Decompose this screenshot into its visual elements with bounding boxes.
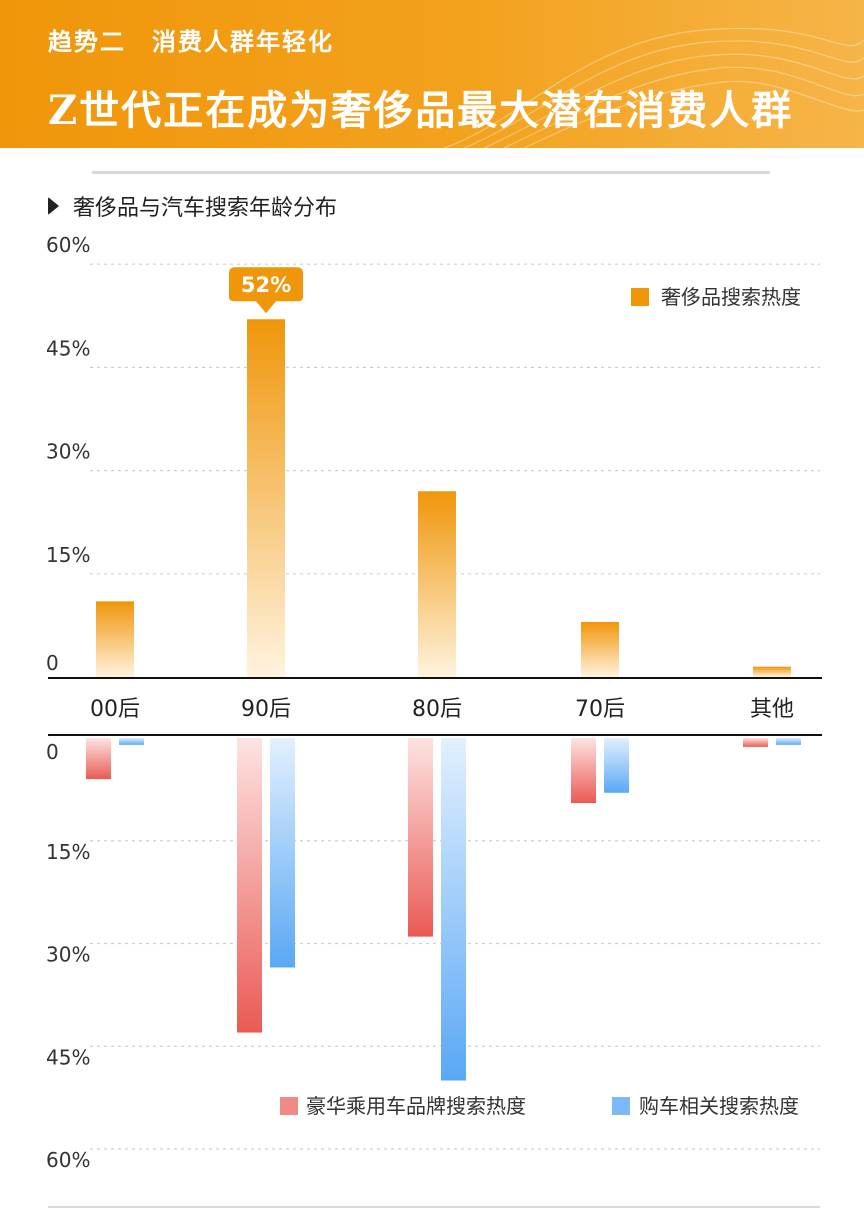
car-buy-bar [270, 738, 295, 968]
decorative-wave [444, 27, 864, 148]
triangle-marker-icon [48, 197, 59, 215]
car-buy-bar [776, 738, 801, 745]
banner-subtitle: 趋势二 消费人群年轻化 [48, 27, 334, 56]
section-heading: 奢侈品与汽车搜索年龄分布 [48, 190, 337, 222]
legend-label-car-brand: 豪华乘用车品牌搜索热度 [306, 1094, 526, 1118]
upper-tick-label: 30% [46, 440, 90, 464]
header-banner: 趋势二 消费人群年轻化 Z世代正在成为奢侈品最大潜在消费人群 [0, 0, 864, 148]
luxury-bar [247, 319, 285, 677]
top-divider [92, 171, 770, 174]
lower-tick-label: 0 [46, 740, 59, 764]
legend-swatch-car-buy [612, 1097, 630, 1115]
banner-title: Z世代正在成为奢侈品最大潜在消费人群 [48, 87, 794, 134]
lower-tick-label: 60% [46, 1148, 90, 1172]
category-label: 00后 [90, 697, 140, 722]
legend-label-luxury: 奢侈品搜索热度 [661, 285, 801, 309]
car-brand-bar [571, 738, 596, 804]
peak-callout-label: 52% [241, 273, 291, 297]
luxury-bar [418, 491, 456, 677]
lower-tick-label: 30% [46, 943, 90, 967]
lower-tick-label: 45% [46, 1045, 90, 1069]
peak-callout-badge [229, 267, 303, 314]
car-brand-bar [408, 738, 433, 937]
upper-tick-label: 0 [46, 651, 59, 675]
car-brand-bar [743, 738, 768, 747]
category-label: 其他 [750, 697, 794, 722]
category-label: 70后 [575, 697, 625, 722]
legend-swatch-car-brand [280, 1097, 298, 1115]
lower-tick-label: 15% [46, 840, 90, 864]
luxury-bar [96, 601, 134, 677]
category-label: 90后 [241, 697, 291, 722]
luxury-bar [581, 621, 619, 677]
upper-tick-label: 45% [46, 336, 90, 360]
car-buy-bar [441, 738, 466, 1081]
car-buy-bar [119, 738, 144, 745]
car-brand-bar [237, 738, 262, 1033]
section-title: 奢侈品与汽车搜索年龄分布 [73, 196, 338, 221]
bottom-divider [48, 1206, 820, 1208]
category-label: 80后 [412, 697, 462, 722]
luxury-bar [753, 666, 791, 677]
legend-swatch-luxury [631, 288, 649, 306]
car-buy-bar [604, 738, 629, 793]
upper-tick-label: 60% [46, 233, 90, 257]
car-brand-bar [86, 738, 111, 780]
legend-label-car-buy: 购车相关搜索热度 [639, 1094, 799, 1118]
upper-tick-label: 15% [46, 543, 90, 567]
